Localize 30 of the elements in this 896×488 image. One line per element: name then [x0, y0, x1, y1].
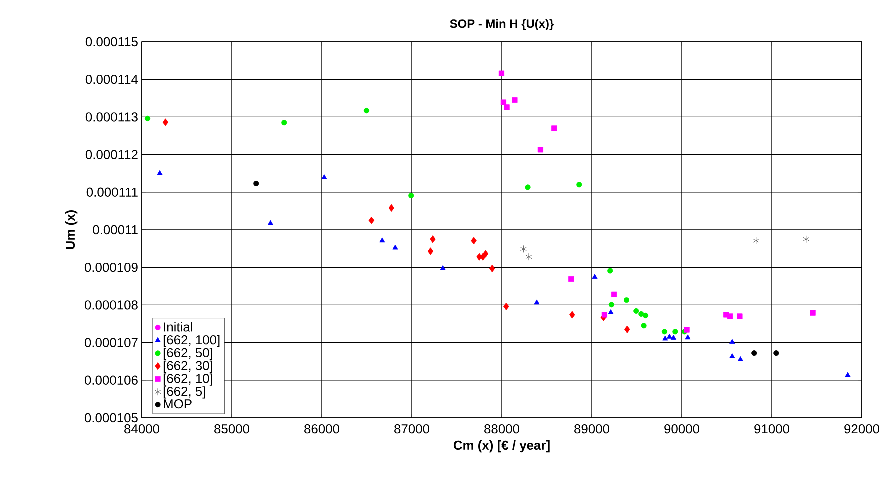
legend-label: MOP	[164, 400, 192, 409]
x-tick-label: 86000	[304, 424, 340, 434]
chart-title: SOP - Min H {U(x)}	[450, 19, 554, 30]
y-tick-label: 0.000111	[86, 188, 138, 197]
legend-label: [662, 50]	[164, 348, 212, 360]
legend-label: Initial	[164, 322, 192, 332]
x-axis-title: Cm (x) [€ / year]	[454, 440, 550, 453]
x-tick-label: 84000	[124, 424, 160, 434]
y-tick-label: 0.000113	[86, 112, 138, 122]
x-tick-label: 90000	[664, 424, 700, 434]
y-tick-label: 0.000107	[84, 338, 138, 348]
y-tick-label: 0.000106	[84, 376, 138, 385]
x-tick-label: 89000	[574, 424, 610, 434]
x-tick-label: 85000	[214, 424, 250, 434]
y-tick-label: 0.000115	[86, 37, 138, 47]
y-tick-label: 0.000109	[84, 263, 138, 272]
legend-label: [662, 10]	[164, 374, 212, 386]
y-tick-label: 0.000112	[86, 150, 138, 160]
y-axis-title: Um (x)	[66, 210, 78, 250]
y-tick-label: 0.000114	[86, 75, 138, 84]
y-tick-label: 0.000105	[84, 413, 138, 423]
y-tick-label: 0.000108	[84, 300, 138, 310]
x-tick-label: 92000	[844, 424, 880, 434]
legend-label: [662, 5]	[164, 386, 206, 399]
x-tick-label: 91000	[754, 424, 790, 434]
y-tick-label: 0.00011	[93, 225, 138, 235]
x-tick-label: 88000	[484, 424, 520, 434]
x-tick-label: 87000	[394, 424, 430, 434]
legend-label: [662, 30]	[164, 360, 212, 373]
legend-label: [662, 100]	[164, 335, 220, 348]
